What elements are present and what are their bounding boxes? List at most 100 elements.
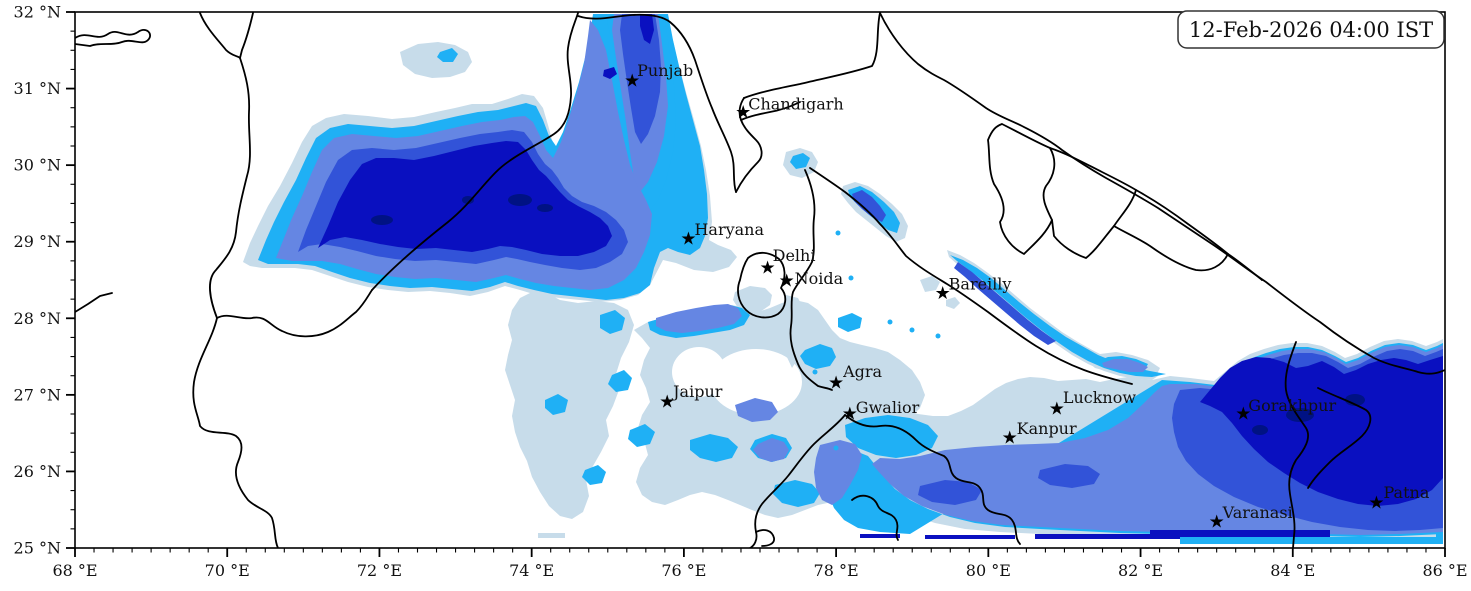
city-label: Noida bbox=[795, 269, 844, 288]
state-boundary-line bbox=[749, 414, 846, 548]
contour-spot-l6 bbox=[371, 215, 393, 225]
contour-spot-l6 bbox=[508, 194, 532, 206]
city-chandigarh: ★Chandigarh bbox=[735, 95, 844, 124]
state-boundary-line bbox=[735, 97, 763, 193]
state-boundary-line bbox=[789, 169, 833, 391]
city-label: Jaipur bbox=[671, 382, 723, 401]
city-delhi: ★Delhi bbox=[760, 246, 816, 279]
contour-region-l5 bbox=[1150, 530, 1330, 537]
contour-region-l2 bbox=[437, 48, 458, 62]
contour-region-l2 bbox=[628, 424, 655, 447]
state-boundary-line bbox=[1227, 253, 1263, 281]
contour-region-l3 bbox=[1102, 359, 1148, 372]
state-boundary-line bbox=[755, 529, 775, 547]
contour-region-l4 bbox=[1038, 464, 1100, 488]
city-lucknow: ★Lucknow bbox=[1049, 388, 1137, 420]
city-star-icon: ★ bbox=[842, 404, 858, 425]
axis-ticks bbox=[66, 11, 1446, 557]
city-label: Agra bbox=[842, 362, 882, 381]
contour-dot-l2 bbox=[887, 319, 893, 325]
state-boundary-line bbox=[844, 414, 1021, 545]
state-boundary-line bbox=[199, 12, 241, 59]
x-tick-label: 78 °E bbox=[814, 561, 859, 580]
contour-region-l2 bbox=[608, 370, 632, 392]
x-tick-label: 72 °E bbox=[357, 561, 402, 580]
state-boundary-line bbox=[740, 101, 801, 121]
contour-spot-l6 bbox=[462, 196, 474, 204]
state-boundary-line bbox=[192, 317, 279, 548]
contour-region-l2 bbox=[690, 434, 738, 462]
state-boundary-line bbox=[216, 289, 373, 338]
contour-dot-l2 bbox=[935, 333, 941, 339]
state-boundary-line bbox=[1284, 341, 1309, 548]
state-boundary-line bbox=[1307, 387, 1372, 489]
state-boundary-line bbox=[371, 12, 579, 291]
contour-region-l2 bbox=[790, 153, 810, 169]
city-label: Patna bbox=[1384, 483, 1430, 502]
contour-region-l2 bbox=[773, 480, 820, 507]
contour-dot-l2 bbox=[848, 275, 854, 281]
y-tick-label: 26 °N bbox=[14, 462, 61, 481]
timestamp-box: 12-Feb-2026 04:00 IST bbox=[1177, 10, 1445, 49]
city-label: Chandigarh bbox=[748, 95, 843, 114]
contour-region-l2 bbox=[800, 344, 836, 369]
y-tick-label: 31 °N bbox=[14, 79, 61, 98]
contour-spot-l6 bbox=[1252, 425, 1268, 435]
contour-region-l1 bbox=[538, 533, 565, 538]
state-boundary-line bbox=[1049, 147, 1137, 259]
contour-region-l2 bbox=[1180, 537, 1443, 544]
contour-region-l2 bbox=[545, 394, 568, 415]
state-boundary-line bbox=[737, 251, 787, 319]
contour-region-l1 bbox=[505, 292, 634, 519]
x-tick-label: 68 °E bbox=[52, 561, 97, 580]
state-boundary-line bbox=[1113, 189, 1229, 272]
city-bareilly: ★Bareilly bbox=[935, 274, 1012, 304]
city-star-icon: ★ bbox=[935, 283, 951, 304]
contour-spot-l6 bbox=[1286, 408, 1314, 422]
contour-region-l5 bbox=[1035, 534, 1180, 539]
contour-dot-l2 bbox=[812, 369, 818, 375]
contour-region-l2 bbox=[950, 255, 1166, 377]
y-tick-label: 25 °N bbox=[14, 539, 61, 558]
city-markers: ★Punjab★Chandigarh★Haryana★Delhi★ Noida★B… bbox=[624, 61, 1430, 533]
city-label: Varanasi bbox=[1222, 503, 1293, 522]
city-star-icon: ★ bbox=[659, 391, 675, 412]
x-tick-label: 76 °E bbox=[661, 561, 706, 580]
city-star-icon: ★ bbox=[1368, 493, 1384, 514]
y-tick-label: 30 °N bbox=[14, 156, 61, 175]
contour-region-l3 bbox=[735, 398, 778, 422]
x-tick-label: 70 °E bbox=[205, 561, 250, 580]
x-tick-label: 84 °E bbox=[1270, 561, 1315, 580]
contour-region-l5 bbox=[925, 535, 1015, 539]
contour-dot-l2 bbox=[835, 230, 841, 236]
contour-region-l5 bbox=[603, 67, 617, 79]
contour-region-l1 bbox=[946, 297, 960, 309]
state-boundary-line bbox=[851, 494, 899, 541]
contour-region-l4 bbox=[620, 14, 661, 144]
city-label: Delhi bbox=[773, 246, 816, 265]
timestamp-label: 12-Feb-2026 04:00 IST bbox=[1189, 18, 1433, 42]
y-tick-label: 28 °N bbox=[14, 309, 61, 328]
city-varanasi: ★Varanasi bbox=[1209, 503, 1293, 533]
state-boundary-line bbox=[75, 292, 113, 313]
city-label: Haryana bbox=[694, 220, 764, 239]
city-jaipur: ★Jaipur bbox=[659, 382, 723, 413]
state-boundary-line bbox=[577, 13, 737, 193]
contour-region-l5 bbox=[640, 14, 654, 44]
y-tick-label: 29 °N bbox=[14, 232, 61, 251]
contour-region-white bbox=[672, 347, 726, 397]
state-boundary-line bbox=[987, 123, 1056, 255]
city-star-icon: ★ bbox=[779, 271, 795, 292]
city-kanpur: ★Kanpur bbox=[1002, 419, 1077, 449]
x-tick-label: 82 °E bbox=[1118, 561, 1163, 580]
contour-region-l5 bbox=[860, 534, 900, 538]
city-gwalior: ★Gwalior bbox=[842, 398, 920, 425]
city-patna: ★Patna bbox=[1368, 483, 1429, 514]
city-label: Kanpur bbox=[1017, 419, 1077, 438]
city-star-icon: ★ bbox=[1049, 398, 1065, 419]
city-star-icon: ★ bbox=[760, 257, 776, 278]
city-star-icon: ★ bbox=[680, 228, 696, 249]
contour-region-l5 bbox=[1200, 356, 1443, 506]
city-star-icon: ★ bbox=[735, 102, 751, 123]
state-boundary-line bbox=[75, 28, 151, 47]
